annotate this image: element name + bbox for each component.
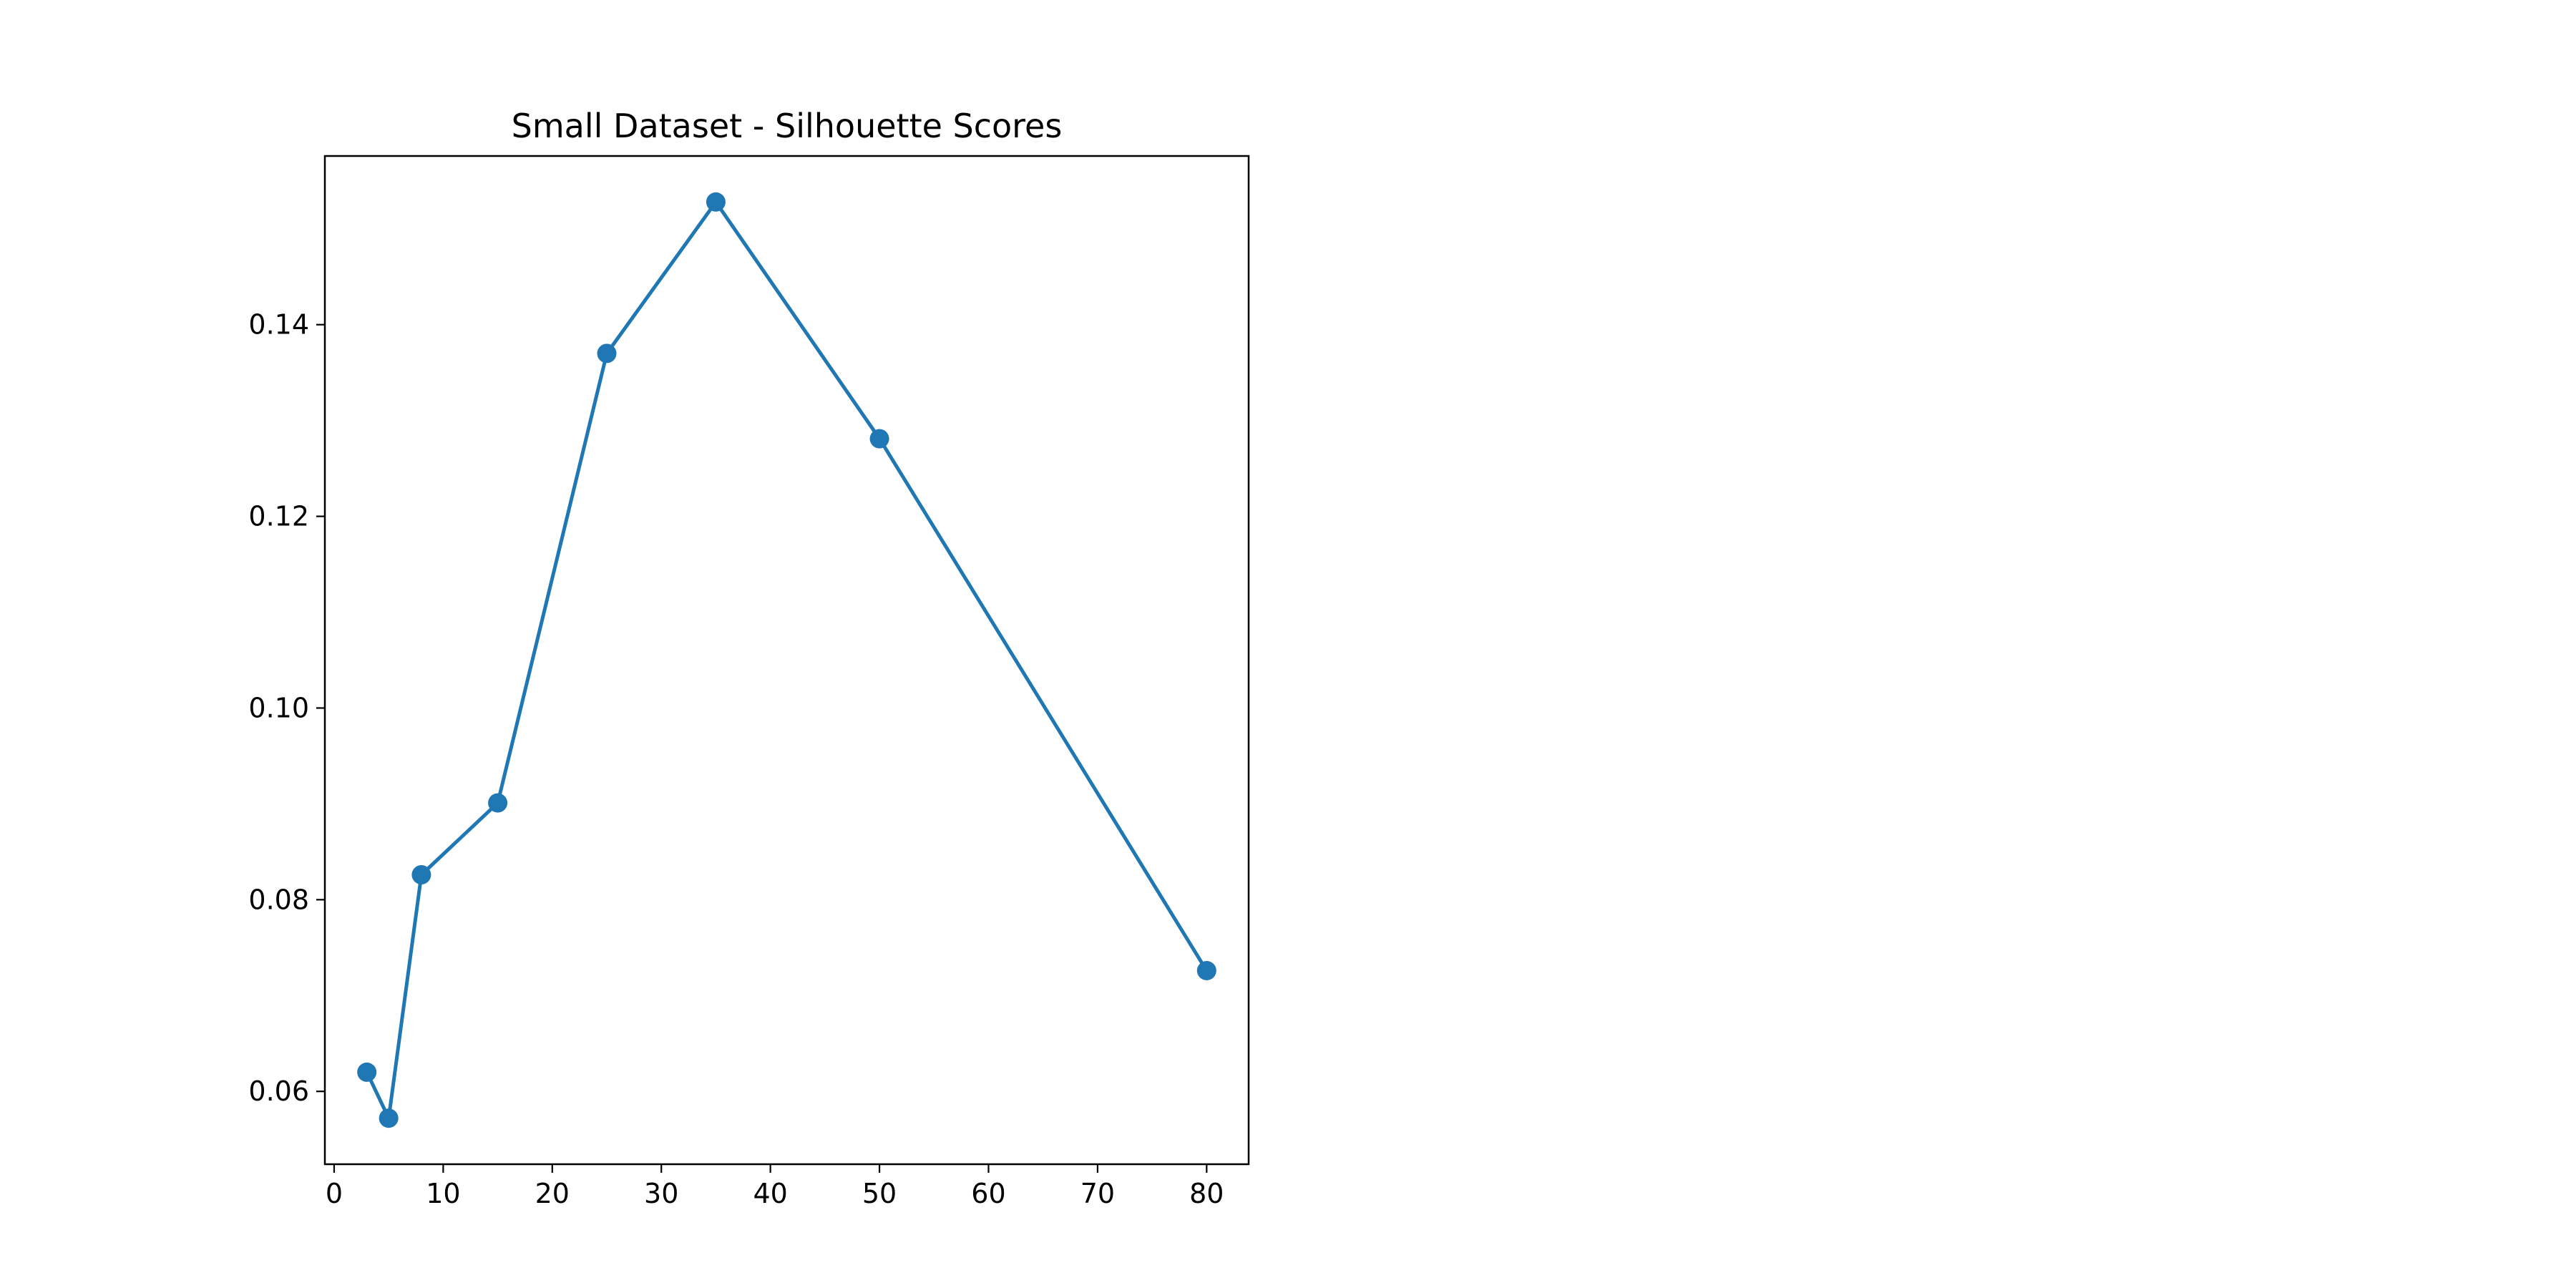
x-axis-ticks: 0 10 20 30 40 50 60 70 80 <box>326 1164 1224 1209</box>
data-point <box>379 1108 399 1128</box>
x-tick-label: 20 <box>535 1178 570 1209</box>
x-tick-label: 10 <box>426 1178 460 1209</box>
y-tick-label: 0.14 <box>248 309 309 341</box>
x-tick-label: 40 <box>753 1178 787 1209</box>
x-tick-label: 30 <box>644 1178 678 1209</box>
chart-title: Small Dataset - Silhouette Scores <box>512 107 1063 145</box>
data-point <box>1196 960 1216 980</box>
y-tick-label: 0.12 <box>248 501 309 532</box>
x-tick-label: 80 <box>1189 1178 1224 1209</box>
x-tick-label: 70 <box>1080 1178 1115 1209</box>
series-line <box>365 200 1209 1121</box>
plot-frame <box>323 155 1250 1166</box>
data-point <box>869 429 889 449</box>
series-group <box>357 192 1216 1128</box>
data-point <box>706 192 726 212</box>
x-tick-label: 50 <box>862 1178 897 1209</box>
x-tick-label: 60 <box>971 1178 1005 1209</box>
y-tick-label: 0.06 <box>248 1075 309 1107</box>
data-point <box>411 865 431 885</box>
y-tick-label: 0.10 <box>248 692 309 723</box>
data-point <box>357 1062 377 1082</box>
data-point <box>488 793 508 813</box>
y-axis-ticks: 0.06 0.08 0.10 0.12 0.14 <box>248 309 325 1107</box>
y-tick-label: 0.08 <box>248 884 309 915</box>
x-tick-label: 0 <box>326 1178 343 1209</box>
data-point <box>597 343 617 364</box>
